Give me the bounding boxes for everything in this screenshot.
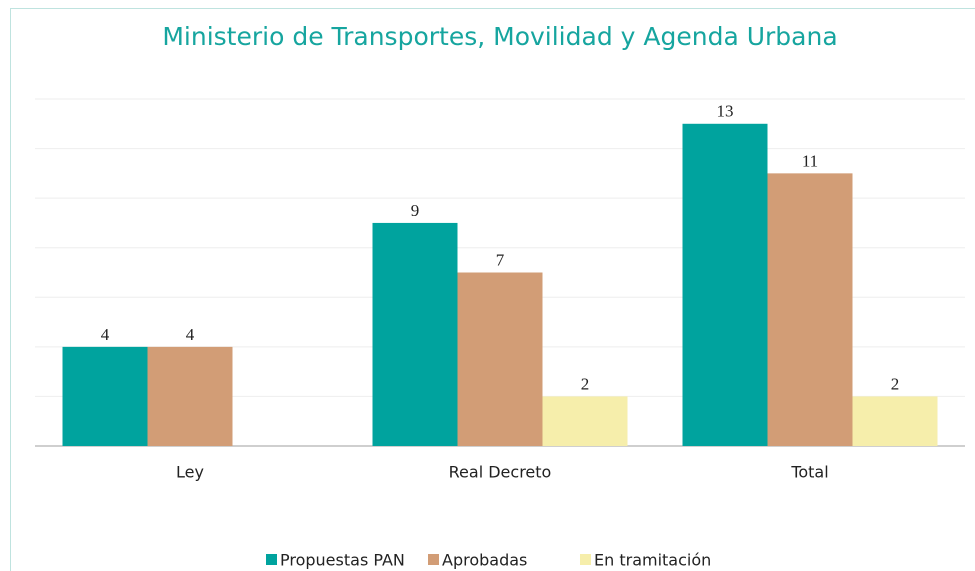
x-tick-label: Total xyxy=(790,463,828,482)
bar xyxy=(852,396,938,446)
data-label: 4 xyxy=(186,325,195,344)
chart-title: Ministerio de Transportes, Movilidad y A… xyxy=(162,22,837,51)
bar xyxy=(372,222,458,446)
bar xyxy=(457,272,543,446)
x-tick-label: Real Decreto xyxy=(449,463,552,482)
data-label: 11 xyxy=(802,151,818,170)
legend-label: En tramitación xyxy=(594,551,711,570)
data-label: 2 xyxy=(891,374,900,393)
data-label: 7 xyxy=(496,250,505,269)
bar xyxy=(767,173,853,446)
bar xyxy=(682,123,768,447)
data-label: 13 xyxy=(717,102,734,121)
legend-label: Aprobadas xyxy=(442,551,527,570)
data-label: 9 xyxy=(411,201,420,220)
x-tick-label: Ley xyxy=(176,463,204,482)
legend-label: Propuestas PAN xyxy=(280,551,405,570)
data-label: 4 xyxy=(101,325,110,344)
legend-swatch xyxy=(428,554,439,565)
chart-border xyxy=(10,8,975,571)
bar xyxy=(147,346,233,446)
bar xyxy=(62,346,148,446)
legend-swatch xyxy=(580,554,591,565)
bar xyxy=(542,396,628,446)
legend-swatch xyxy=(266,554,277,565)
data-label: 2 xyxy=(581,374,590,393)
